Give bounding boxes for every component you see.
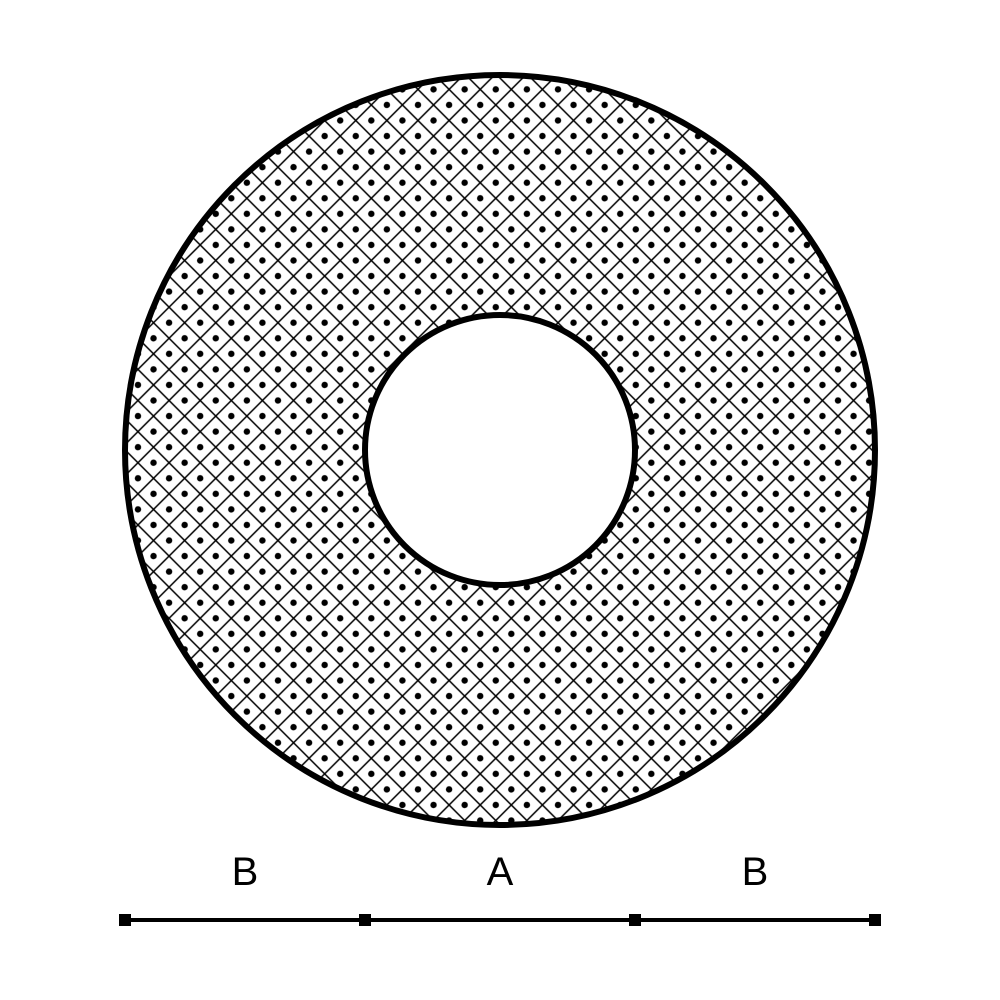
- dimension-tick: [629, 914, 641, 926]
- dimension-tick: [119, 914, 131, 926]
- dimension-label: B: [742, 850, 769, 894]
- cross-section-figure: BAB: [0, 0, 1000, 1000]
- dimension-tick: [359, 914, 371, 926]
- dimension-label: A: [487, 850, 514, 894]
- dimension-tick: [869, 914, 881, 926]
- dimension-label: B: [232, 850, 259, 894]
